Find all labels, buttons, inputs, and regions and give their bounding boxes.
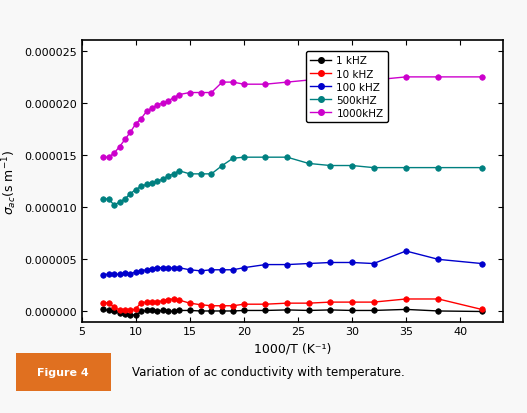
Y-axis label: $\sigma_{ac}$(s m$^{-1}$): $\sigma_{ac}$(s m$^{-1}$) xyxy=(0,149,18,214)
FancyBboxPatch shape xyxy=(16,353,111,392)
X-axis label: 1000/T (K⁻¹): 1000/T (K⁻¹) xyxy=(254,342,331,355)
Text: Variation of ac conductivity with temperature.: Variation of ac conductivity with temper… xyxy=(132,365,405,378)
Legend: 1 kHZ, 10 kHZ, 100 kHZ, 500kHZ, 1000kHZ: 1 kHZ, 10 kHZ, 100 kHZ, 500kHZ, 1000kHZ xyxy=(306,52,388,123)
Text: Figure 4: Figure 4 xyxy=(37,367,89,377)
